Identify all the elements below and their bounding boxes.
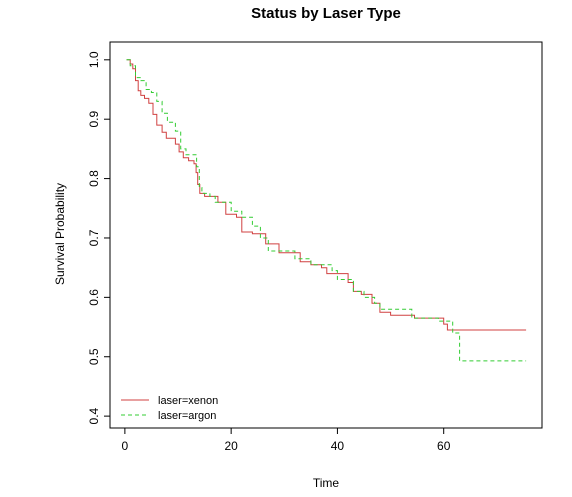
legend: laser=xenon laser=argon <box>121 395 218 422</box>
series-layer <box>126 59 527 362</box>
legend-label: laser=xenon <box>158 395 218 407</box>
y-tick-label: 0.7 <box>87 229 101 246</box>
y-tick-label: 0.8 <box>87 170 101 187</box>
y-tick-label: 0.5 <box>87 348 101 365</box>
x-tick-label: 0 <box>122 439 129 453</box>
series-line-xenon <box>126 59 527 331</box>
plot-frame <box>109 41 543 429</box>
x-axis-label: Time <box>313 476 340 490</box>
x-tick-label: 40 <box>331 439 345 453</box>
y-axis: 0.4 0.5 0.6 0.7 0.8 0.9 1.0 <box>87 51 110 424</box>
y-axis-label: Survival Probability <box>53 183 67 285</box>
x-tick-label: 60 <box>437 439 451 453</box>
series-line-argon <box>126 59 527 362</box>
y-tick-label: 0.9 <box>87 111 101 128</box>
y-tick-label: 1.0 <box>87 51 101 68</box>
x-tick-label: 20 <box>224 439 238 453</box>
y-tick-label: 0.6 <box>87 289 101 306</box>
y-tick-label: 0.4 <box>87 407 101 424</box>
legend-label: laser=argon <box>158 410 216 422</box>
x-axis: 0 20 40 60 <box>122 428 451 453</box>
chart-title: Status by Laser Type <box>251 5 401 22</box>
